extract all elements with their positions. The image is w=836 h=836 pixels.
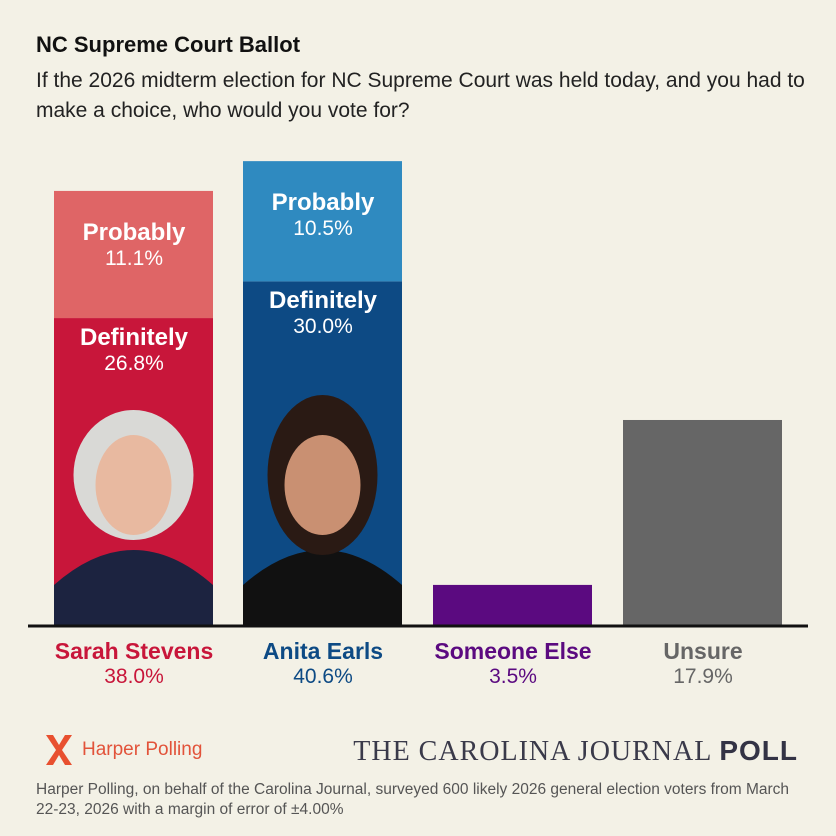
publisher-name: THE CAROLINA JOURNAL xyxy=(353,736,712,767)
portrait-body xyxy=(54,550,213,625)
segment-value: 10.5% xyxy=(293,217,353,241)
carolina-journal-logo: THE CAROLINA JOURNAL POLL xyxy=(353,735,798,768)
portrait-body xyxy=(243,550,402,625)
bar-probably-0 xyxy=(54,190,213,319)
segment-value: 11.1% xyxy=(105,246,163,270)
segment-value: 30.0% xyxy=(293,315,353,339)
segment-label: Probably xyxy=(82,218,186,246)
segment-label: Definitely xyxy=(268,287,378,315)
category-total: 3.5% xyxy=(489,665,537,688)
probably-label-1: Probably 10.5% xyxy=(243,189,403,241)
category-total: 17.9% xyxy=(673,665,733,688)
source-note: Harper Polling, on behalf of the Carolin… xyxy=(36,781,790,818)
portrait-face xyxy=(95,435,172,535)
definitely-label-1: Definitely 30.0% xyxy=(243,287,403,339)
category-name: Someone Else xyxy=(434,638,592,664)
probably-label-0: Probably 11.1% xyxy=(54,219,214,271)
chart-subtitle: If the 2026 midterm election for NC Supr… xyxy=(36,69,805,122)
segment-label: Probably xyxy=(271,189,375,217)
category-total: 38.0% xyxy=(104,665,164,688)
chart-title: NC Supreme Court Ballot xyxy=(36,32,301,57)
definitely-label-0: Definitely 26.8% xyxy=(54,324,214,376)
category-label: Sarah Stevens 38.0% xyxy=(39,638,229,689)
category-label: Unsure 17.9% xyxy=(608,638,798,689)
segment-label: Definitely xyxy=(79,324,189,352)
category-label: Anita Earls 40.6% xyxy=(228,638,418,689)
bar-3 xyxy=(623,419,782,625)
segment-value: 26.8% xyxy=(104,352,164,376)
harper-x-icon xyxy=(46,735,72,765)
category-label: Someone Else 3.5% xyxy=(418,638,608,689)
category-total: 40.6% xyxy=(293,665,353,688)
category-name: Sarah Stevens xyxy=(54,638,214,664)
bar-probably-1 xyxy=(243,161,402,282)
publisher-poll: POLL xyxy=(719,735,798,766)
portrait-face xyxy=(284,435,361,535)
category-name: Anita Earls xyxy=(262,638,384,664)
harper-polling-logo: Harper Polling xyxy=(42,733,202,767)
harper-polling-name: Harper Polling xyxy=(82,739,203,760)
category-name: Unsure xyxy=(663,638,743,664)
bar-2 xyxy=(433,584,592,625)
